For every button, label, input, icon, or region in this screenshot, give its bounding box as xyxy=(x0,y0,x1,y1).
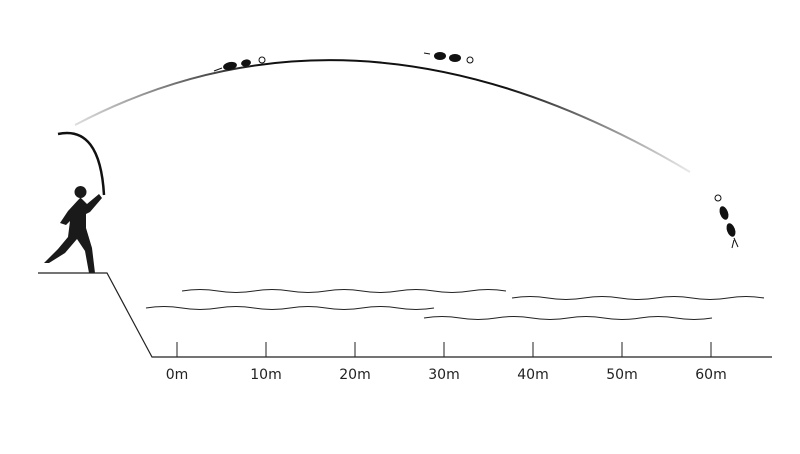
tick-label: 10m xyxy=(250,367,281,383)
tick-label: 0m xyxy=(166,367,189,383)
lure xyxy=(423,52,474,64)
tick-label: 20m xyxy=(339,367,370,383)
tick-label: 40m xyxy=(517,367,548,383)
waves xyxy=(145,289,765,320)
tick-label: 60m xyxy=(695,367,726,383)
angler xyxy=(44,186,102,273)
tick-label: 50m xyxy=(606,367,637,383)
cast-arc xyxy=(74,59,691,173)
tick-label: 30m xyxy=(428,367,459,383)
lure xyxy=(213,56,266,72)
shore-and-axis xyxy=(38,272,772,358)
rod xyxy=(57,131,106,196)
lure xyxy=(714,194,739,249)
